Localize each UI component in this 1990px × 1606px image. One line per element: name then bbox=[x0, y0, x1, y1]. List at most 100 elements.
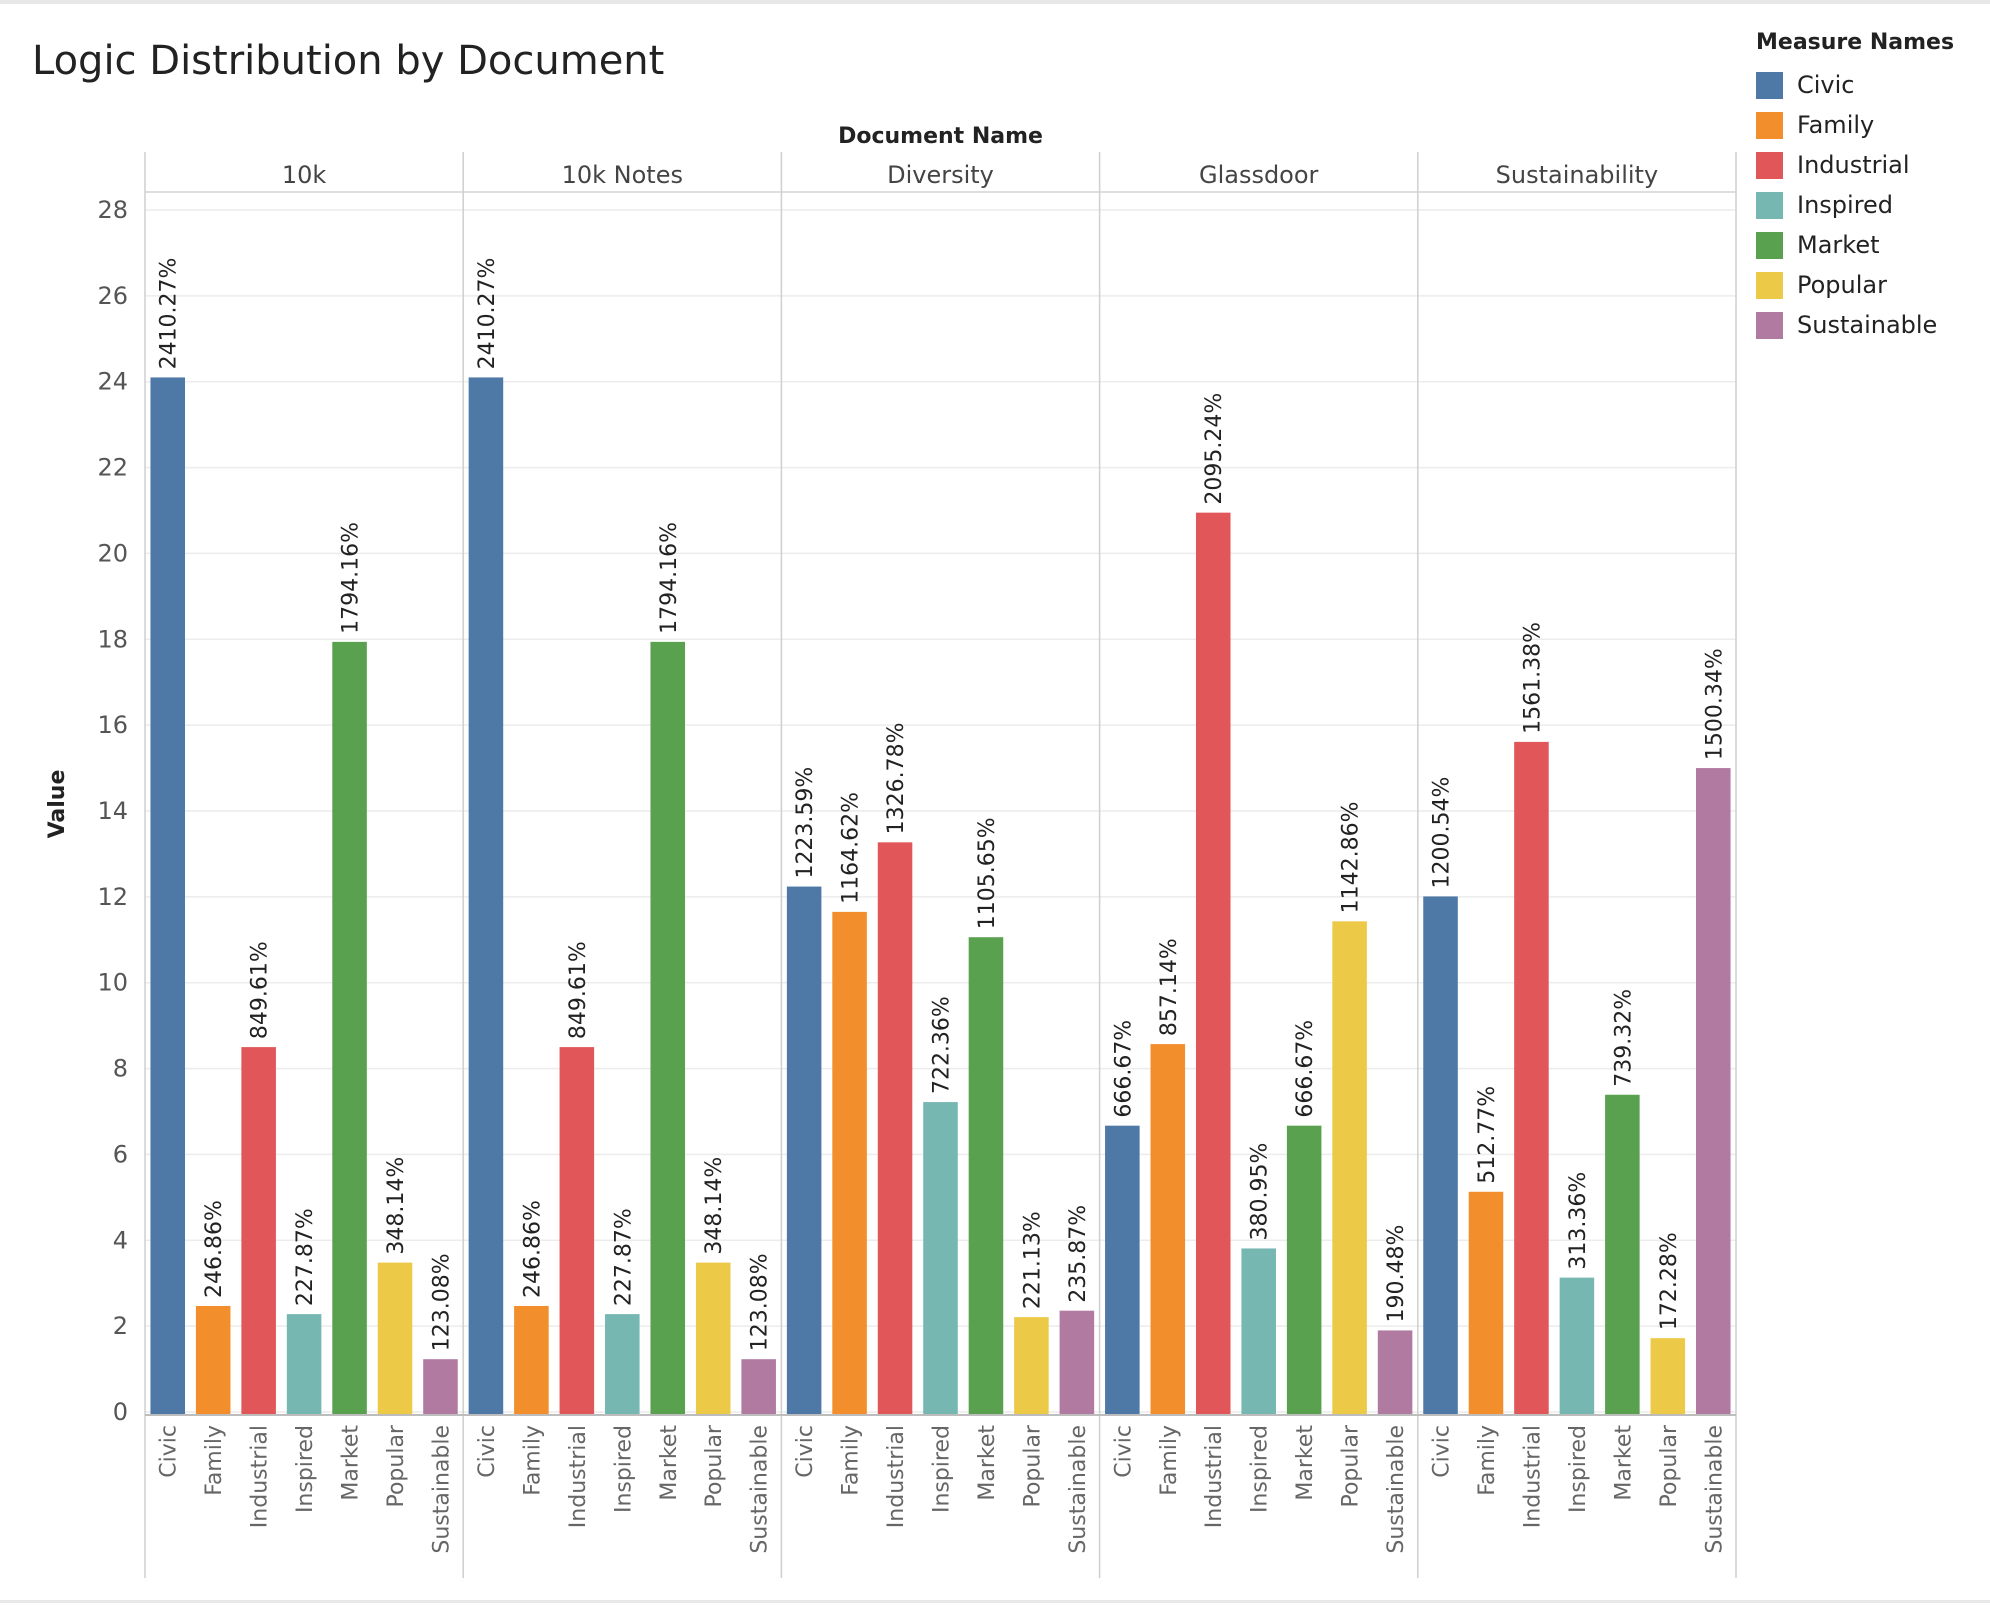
x-tick-label: Family bbox=[1475, 1425, 1500, 1496]
data-label: 1561.38% bbox=[1520, 622, 1545, 734]
data-label: 246.86% bbox=[202, 1200, 227, 1298]
data-label: 1105.65% bbox=[975, 817, 1000, 929]
legend-item-popular[interactable]: Popular bbox=[1756, 265, 1986, 305]
bar-civic bbox=[786, 886, 822, 1415]
bar-industrial bbox=[241, 1047, 276, 1415]
x-tick-label: Popular bbox=[1339, 1424, 1364, 1507]
data-label: 666.67% bbox=[1111, 1020, 1136, 1118]
x-tick-label: Civic bbox=[157, 1425, 182, 1478]
panel-header-0: 10k bbox=[282, 161, 327, 189]
bottom-divider bbox=[0, 1600, 1990, 1603]
x-tick-label: Inspired bbox=[611, 1425, 636, 1513]
x-tick-label: Market bbox=[1293, 1425, 1318, 1501]
legend-title: Measure Names bbox=[1756, 30, 1955, 55]
legend-label: Civic bbox=[1797, 71, 1855, 99]
bar-market bbox=[332, 641, 367, 1415]
x-tick-label: Civic bbox=[793, 1425, 818, 1478]
bar-family bbox=[1468, 1191, 1504, 1415]
bar-civic bbox=[1423, 896, 1458, 1415]
data-label: 348.14% bbox=[702, 1157, 727, 1255]
x-tick-label: Civic bbox=[1430, 1425, 1455, 1478]
x-tick-label: Sustainable bbox=[1066, 1425, 1091, 1554]
data-label: 722.36% bbox=[930, 996, 955, 1094]
legend-item-inspired[interactable]: Inspired bbox=[1756, 185, 1986, 225]
legend-item-market[interactable]: Market bbox=[1756, 225, 1986, 265]
bar-inspired bbox=[923, 1102, 958, 1415]
bar-family bbox=[514, 1305, 549, 1415]
x-tick-label: Sustainable bbox=[429, 1425, 454, 1554]
data-label: 857.14% bbox=[1157, 938, 1182, 1036]
y-tick-label: 18 bbox=[97, 625, 128, 653]
legend-swatch bbox=[1756, 191, 1783, 219]
x-tick-label: Market bbox=[657, 1425, 682, 1501]
x-tick-label: Sustainable bbox=[1384, 1425, 1409, 1554]
y-tick-label: 26 bbox=[97, 282, 128, 310]
x-tick-label: Industrial bbox=[884, 1425, 909, 1528]
bar-popular bbox=[1650, 1338, 1686, 1415]
bar-popular bbox=[1332, 921, 1367, 1415]
x-tick-label: Civic bbox=[1111, 1425, 1136, 1478]
bar-market bbox=[650, 641, 686, 1415]
y-tick-label: 28 bbox=[97, 196, 128, 224]
data-label: 227.87% bbox=[293, 1208, 318, 1306]
legend-item-civic[interactable]: Civic bbox=[1756, 65, 1986, 105]
bar-sustainable bbox=[741, 1359, 776, 1415]
x-tick-label: Popular bbox=[384, 1424, 409, 1507]
bar-sustainable bbox=[1695, 768, 1731, 1415]
data-label: 2410.27% bbox=[157, 258, 182, 370]
legend-swatch bbox=[1756, 111, 1783, 139]
data-label: 1164.62% bbox=[839, 792, 864, 904]
bar-sustainable bbox=[423, 1359, 458, 1415]
top-divider bbox=[0, 0, 1990, 4]
bar-family bbox=[195, 1305, 231, 1415]
data-label: 1794.16% bbox=[339, 522, 364, 634]
y-axis-label: Value bbox=[45, 770, 70, 839]
y-tick-label: 6 bbox=[113, 1140, 128, 1168]
legend-label: Inspired bbox=[1797, 191, 1894, 219]
bar-civic bbox=[468, 377, 504, 1416]
bar-inspired bbox=[1559, 1277, 1595, 1415]
bar-popular bbox=[1014, 1317, 1049, 1415]
data-label: 348.14% bbox=[384, 1157, 409, 1255]
bar-industrial bbox=[559, 1047, 595, 1415]
data-label: 1223.59% bbox=[793, 767, 818, 879]
bar-market bbox=[968, 937, 1004, 1415]
data-label: 235.87% bbox=[1066, 1205, 1091, 1303]
legend-label: Sustainable bbox=[1797, 311, 1938, 339]
y-tick-label: 10 bbox=[97, 969, 128, 997]
x-tick-label: Popular bbox=[702, 1424, 727, 1507]
bar-market bbox=[1286, 1125, 1322, 1415]
data-label: 172.28% bbox=[1657, 1232, 1682, 1330]
data-label: 1794.16% bbox=[657, 522, 682, 634]
data-label: 2410.27% bbox=[475, 258, 500, 370]
column-header-title: Document Name bbox=[838, 124, 1043, 149]
x-tick-label: Inspired bbox=[1566, 1425, 1591, 1513]
x-tick-label: Sustainable bbox=[748, 1425, 773, 1554]
legend: Measure Names Civic Family Industrial Inspi… bbox=[1756, 30, 1986, 345]
data-label: 123.08% bbox=[429, 1253, 454, 1351]
bar-industrial bbox=[1514, 741, 1549, 1415]
x-tick-label: Inspired bbox=[1248, 1425, 1273, 1513]
panel-header-4: Sustainability bbox=[1496, 161, 1659, 189]
data-label: 849.61% bbox=[566, 941, 591, 1039]
legend-item-sustainable[interactable]: Sustainable bbox=[1756, 305, 1986, 345]
data-label: 313.36% bbox=[1566, 1172, 1591, 1270]
data-label: 221.13% bbox=[1020, 1211, 1045, 1309]
legend-swatch bbox=[1756, 271, 1783, 299]
x-tick-label: Family bbox=[1157, 1425, 1182, 1496]
x-tick-label: Popular bbox=[1020, 1424, 1045, 1507]
legend-label: Market bbox=[1797, 231, 1880, 259]
data-label: 380.95% bbox=[1248, 1143, 1273, 1241]
y-tick-label: 20 bbox=[97, 539, 128, 567]
panel-header-1: 10k Notes bbox=[562, 161, 683, 189]
x-tick-label: Popular bbox=[1657, 1424, 1682, 1507]
panel-header-2: Diversity bbox=[887, 161, 994, 189]
legend-swatch bbox=[1756, 71, 1783, 99]
bar-industrial bbox=[877, 842, 913, 1415]
bar-inspired bbox=[1241, 1248, 1276, 1415]
legend-item-industrial[interactable]: Industrial bbox=[1756, 145, 1986, 185]
legend-label: Industrial bbox=[1797, 151, 1910, 179]
bar-inspired bbox=[286, 1314, 322, 1415]
legend-item-family[interactable]: Family bbox=[1756, 105, 1986, 145]
data-label: 1500.34% bbox=[1702, 648, 1727, 760]
